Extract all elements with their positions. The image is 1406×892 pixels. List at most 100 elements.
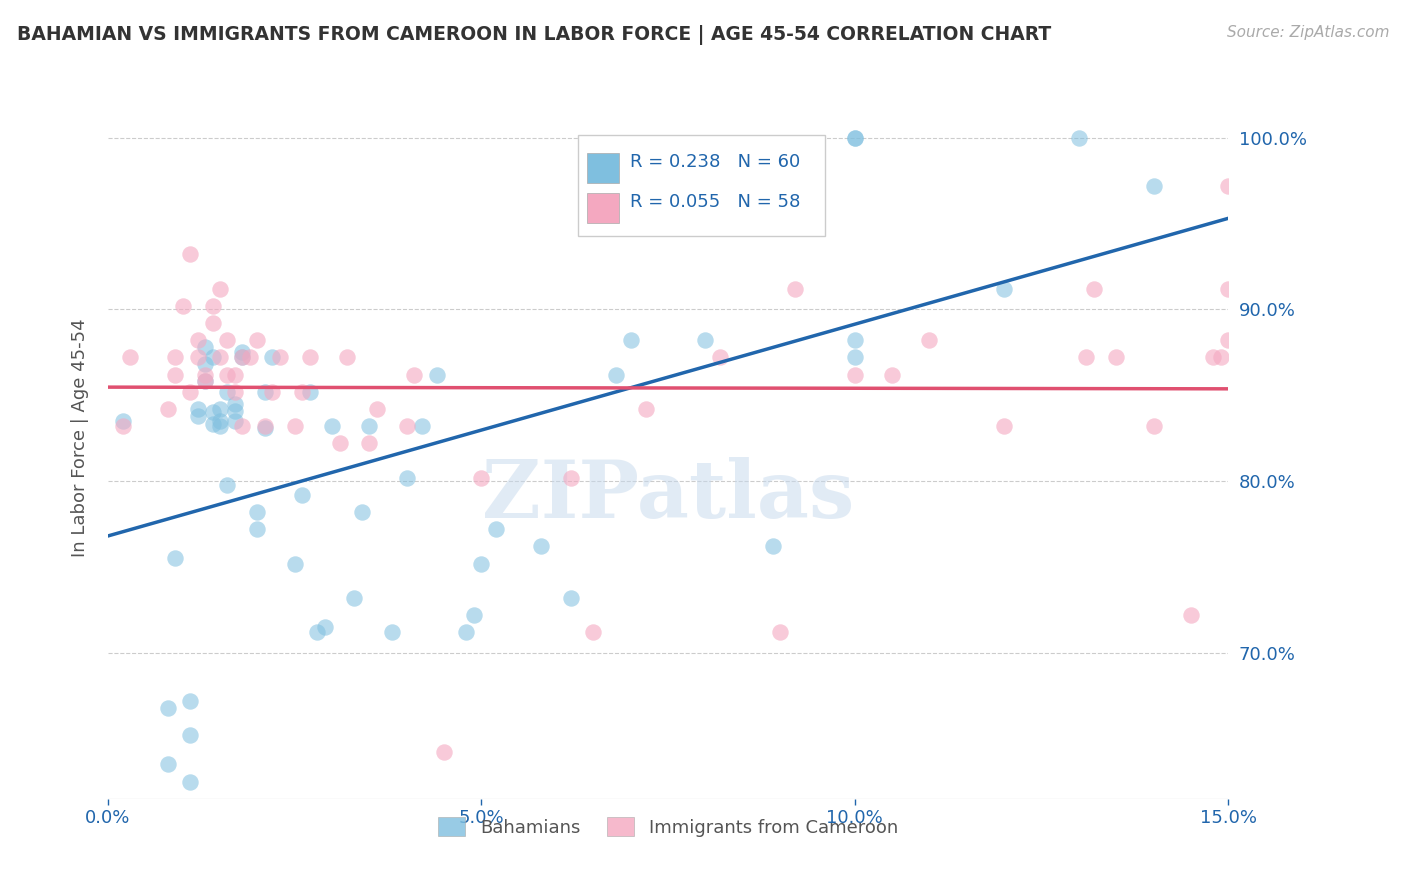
Point [485,522,508,536]
Point [262,384,284,399]
Point [1218,178,1240,193]
Point [262,351,284,365]
Point [1218,333,1240,347]
Point [298,384,321,399]
Point [246,505,269,519]
Point [187,409,209,423]
Point [231,345,253,359]
Point [194,375,217,389]
Point [246,522,269,536]
Point [343,591,366,605]
Point [201,299,224,313]
Text: R = 0.055   N = 58: R = 0.055 N = 58 [630,193,800,211]
Point [217,368,239,382]
Point [582,625,605,640]
Point [530,539,553,553]
Point [217,477,239,491]
Point [208,282,231,296]
Point [605,368,627,382]
Point [769,625,792,640]
Point [253,384,276,399]
Point [239,351,262,365]
Point [328,436,350,450]
Point [194,375,217,389]
Point [194,357,217,371]
Point [253,421,276,435]
Point [411,419,433,434]
Point [993,419,1015,434]
Point [433,746,456,760]
Point [350,505,373,519]
Point [179,774,201,789]
Point [194,340,217,354]
Point [560,591,582,605]
Point [179,247,201,261]
Point [918,333,941,347]
Point [201,351,224,365]
Point [201,316,224,330]
Point [208,414,231,428]
Legend: Bahamians, Immigrants from Cameroon: Bahamians, Immigrants from Cameroon [432,810,905,844]
Point [359,419,381,434]
Text: BAHAMIAN VS IMMIGRANTS FROM CAMEROON IN LABOR FORCE | AGE 45-54 CORRELATION CHAR: BAHAMIAN VS IMMIGRANTS FROM CAMEROON IN … [17,25,1052,45]
Point [224,397,246,411]
Point [844,368,866,382]
Point [470,470,492,484]
Point [165,351,187,365]
Point [844,333,866,347]
Point [463,608,485,623]
Point [395,470,418,484]
Point [307,625,329,640]
Point [695,333,717,347]
Y-axis label: In Labor Force | Age 45-54: In Labor Force | Age 45-54 [72,318,89,558]
Point [187,401,209,416]
Point [246,333,269,347]
Point [217,333,239,347]
Text: ZIPatlas: ZIPatlas [482,457,855,535]
Point [111,419,134,434]
Text: Source: ZipAtlas.com: Source: ZipAtlas.com [1226,25,1389,40]
Point [844,130,866,145]
Point [426,368,449,382]
Point [314,620,336,634]
Point [165,551,187,566]
Point [783,282,806,296]
Point [156,700,179,714]
Point [165,368,187,382]
Point [187,333,209,347]
Point [179,694,201,708]
Point [1180,608,1202,623]
Point [179,728,201,742]
Point [156,401,179,416]
FancyBboxPatch shape [578,136,825,236]
Point [224,384,246,399]
Point [1083,282,1105,296]
Point [620,333,643,347]
Point [456,625,478,640]
Point [172,299,194,313]
Point [359,436,381,450]
Point [179,384,201,399]
Point [844,351,866,365]
Bar [588,193,619,223]
Point [1202,351,1225,365]
Point [560,470,582,484]
Point [395,419,418,434]
Point [231,351,253,365]
Point [1105,351,1128,365]
Point [253,419,276,434]
Point [993,282,1015,296]
Point [336,351,359,365]
Point [844,130,866,145]
Point [470,557,492,571]
Point [1142,419,1164,434]
Point [381,625,404,640]
Point [634,401,657,416]
Bar [588,153,619,184]
Point [224,403,246,417]
Point [284,419,307,434]
Point [201,417,224,432]
Point [762,539,785,553]
Text: R = 0.238   N = 60: R = 0.238 N = 60 [630,153,800,171]
Point [231,351,253,365]
